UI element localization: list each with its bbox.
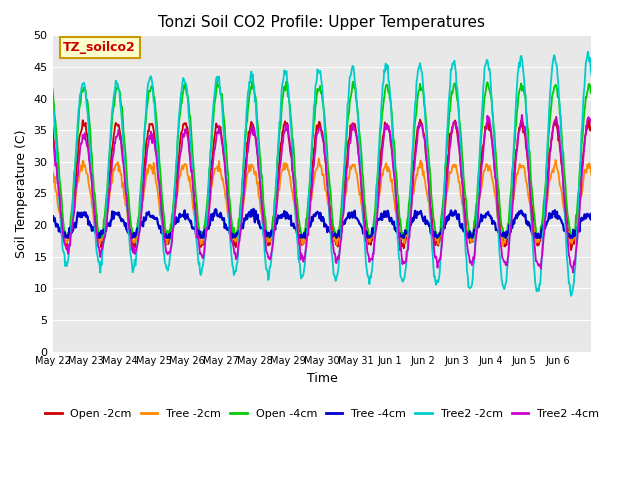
Open -4cm [379, 107, 387, 113]
Tree2 -4cm [570, 270, 577, 276]
Tree -4cm [259, 227, 267, 233]
Tree2 -4cm [237, 220, 245, 226]
Line: Tree -2cm: Tree -2cm [52, 158, 591, 246]
Tree -4cm [409, 215, 417, 221]
Tree2 -4cm [518, 112, 525, 118]
X-axis label: Time: Time [307, 372, 337, 385]
Line: Tree -4cm: Tree -4cm [52, 209, 591, 238]
Line: Tree2 -2cm: Tree2 -2cm [52, 52, 591, 296]
Line: Open -4cm: Open -4cm [52, 81, 591, 238]
Text: TZ_soilco2: TZ_soilco2 [63, 41, 136, 54]
Tree -2cm [258, 213, 266, 219]
Line: Open -2cm: Open -2cm [52, 120, 591, 250]
Open -2cm [49, 124, 56, 130]
Tree2 -2cm [258, 209, 266, 215]
Legend: Open -2cm, Tree -2cm, Open -4cm, Tree -4cm, Tree2 -2cm, Tree2 -4cm: Open -2cm, Tree -2cm, Open -4cm, Tree -4… [40, 405, 604, 423]
Tree -2cm [588, 173, 595, 179]
Tree2 -2cm [408, 165, 415, 170]
Tree -4cm [212, 206, 220, 212]
Tree2 -4cm [112, 134, 120, 140]
Tree -2cm [112, 162, 120, 168]
Tree -2cm [315, 156, 323, 161]
Tree -4cm [379, 213, 387, 219]
Tree2 -2cm [584, 49, 592, 55]
Open -2cm [567, 247, 575, 253]
Tree -2cm [211, 166, 219, 172]
Tree -2cm [499, 243, 507, 249]
Open -2cm [588, 128, 595, 133]
Open -4cm [259, 198, 267, 204]
Tree2 -4cm [408, 202, 415, 207]
Open -4cm [249, 78, 257, 84]
Tree -2cm [408, 192, 416, 198]
Open -4cm [588, 90, 595, 96]
Open -2cm [237, 204, 245, 210]
Tree2 -4cm [378, 161, 385, 167]
Open -2cm [378, 146, 385, 152]
Open -2cm [112, 120, 120, 126]
Open -2cm [416, 117, 424, 122]
Tree -2cm [237, 216, 245, 221]
Tree2 -2cm [49, 97, 56, 103]
Open -4cm [62, 235, 70, 240]
Open -4cm [49, 86, 56, 92]
Line: Tree2 -4cm: Tree2 -4cm [52, 115, 591, 273]
Title: Tonzi Soil CO2 Profile: Upper Temperatures: Tonzi Soil CO2 Profile: Upper Temperatur… [159, 15, 486, 30]
Tree2 -2cm [378, 103, 385, 109]
Tree -4cm [250, 206, 257, 212]
Tree2 -4cm [258, 203, 266, 209]
Open -4cm [238, 178, 246, 183]
Open -2cm [408, 184, 415, 190]
Tree2 -2cm [112, 78, 120, 84]
Tree2 -2cm [211, 90, 219, 96]
Tree2 -2cm [237, 197, 245, 203]
Tree -4cm [49, 213, 56, 219]
Open -2cm [211, 132, 219, 138]
Tree -2cm [49, 169, 56, 175]
Tree -4cm [238, 221, 246, 227]
Tree2 -2cm [588, 72, 595, 78]
Open -2cm [258, 201, 266, 206]
Tree -4cm [63, 235, 70, 240]
Open -4cm [212, 95, 220, 101]
Tree2 -4cm [211, 146, 219, 152]
Y-axis label: Soil Temperature (C): Soil Temperature (C) [15, 129, 28, 258]
Tree -2cm [378, 171, 386, 177]
Tree2 -4cm [49, 139, 56, 145]
Tree2 -4cm [588, 120, 595, 126]
Open -4cm [409, 145, 417, 151]
Tree2 -2cm [567, 293, 575, 299]
Tree -4cm [113, 210, 120, 216]
Tree -4cm [588, 211, 595, 216]
Open -4cm [113, 85, 120, 91]
